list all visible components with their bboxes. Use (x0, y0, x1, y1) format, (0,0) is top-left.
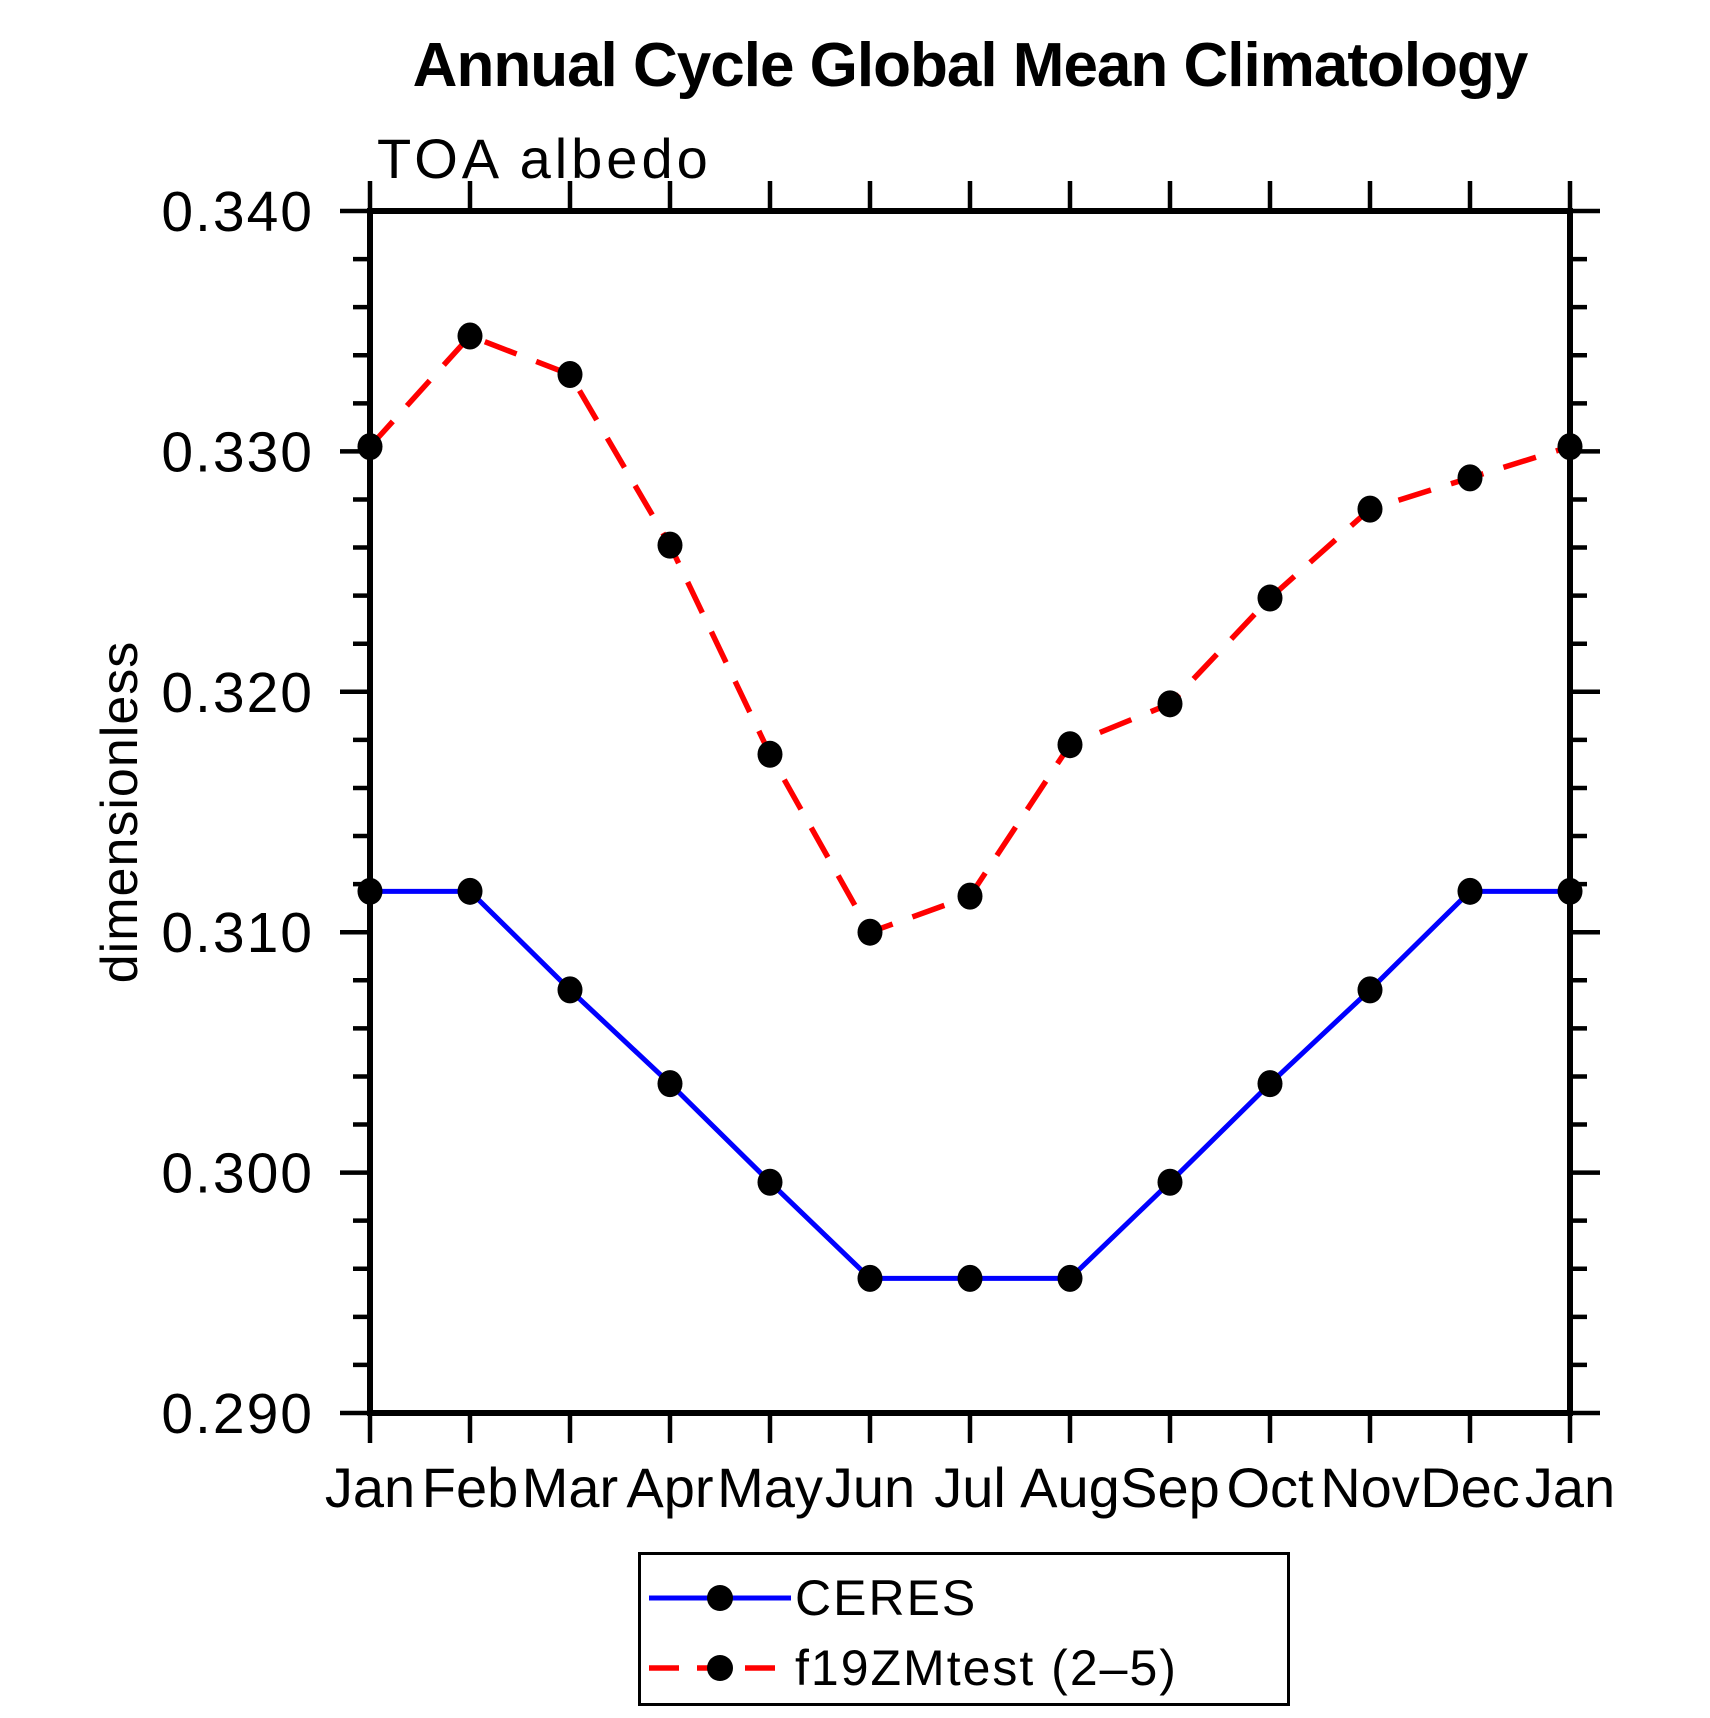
series-line-f19zmtest (367, 332, 1571, 936)
data-point-marker-f19zmtest (1357, 495, 1383, 523)
data-point-marker-ceres (1557, 877, 1583, 905)
data-point-marker-ceres (1057, 1264, 1083, 1292)
month-label: Aug (1020, 1456, 1120, 1519)
month-label: Nov (1320, 1456, 1420, 1519)
y-tick-label: 0.290 (161, 1382, 314, 1446)
month-label: May (717, 1456, 823, 1519)
data-point-marker-f19zmtest (1457, 464, 1483, 492)
data-point-marker-f19zmtest (657, 531, 683, 559)
month-label: Dec (1420, 1456, 1520, 1519)
data-point-marker-ceres (557, 976, 583, 1004)
legend-entry-f19zmtest: f19ZMtest (2–5) (645, 1635, 1178, 1701)
y-tick-label: 0.310 (161, 901, 314, 965)
series-line-ceres (370, 888, 1570, 1281)
month-label: Oct (1226, 1456, 1314, 1519)
legend-label-ceres: CERES (795, 1570, 978, 1626)
data-point-marker-ceres (457, 877, 483, 905)
legend-sample-solid-line (649, 1585, 791, 1611)
legend-marker-dot (707, 1655, 733, 1681)
chart-title: Annual Cycle Global Mean Climatology (412, 31, 1529, 100)
month-label: Mar (522, 1456, 618, 1519)
data-point-marker-ceres (657, 1070, 683, 1098)
data-point-marker-ceres (757, 1168, 783, 1196)
data-point-marker-ceres (357, 877, 383, 905)
data-point-marker-ceres (1157, 1168, 1183, 1196)
month-label: Apr (626, 1456, 713, 1519)
month-label: Jun (825, 1456, 915, 1519)
data-point-marker-f19zmtest (1557, 433, 1583, 461)
data-point-marker-f19zmtest (757, 740, 783, 768)
legend-box: CERES f19ZMtest (2–5) (638, 1552, 1290, 1706)
y-tick-label: 0.320 (161, 661, 314, 725)
data-point-marker-f19zmtest (857, 918, 883, 946)
legend-label-f19zmtest: f19ZMtest (2–5) (795, 1640, 1178, 1696)
month-label: Jan (1525, 1456, 1615, 1519)
y-tick-label: 0.300 (161, 1142, 314, 1206)
month-label: Feb (422, 1456, 519, 1519)
data-point-marker-ceres (857, 1264, 883, 1292)
data-point-marker-ceres (1457, 877, 1483, 905)
data-point-marker-f19zmtest (1057, 731, 1083, 759)
y-tick-label: 0.330 (161, 420, 314, 484)
data-point-marker-f19zmtest (457, 322, 483, 350)
legend-marker-dot (707, 1585, 733, 1611)
month-label: Sep (1120, 1456, 1220, 1519)
data-point-marker-ceres (957, 1264, 983, 1292)
legend-entry-ceres: CERES (645, 1565, 977, 1631)
data-point-marker-ceres (1357, 976, 1383, 1004)
data-point-marker-f19zmtest (357, 433, 383, 461)
data-point-marker-f19zmtest (1157, 690, 1183, 718)
y-tick-label: 0.340 (161, 180, 314, 244)
legend-sample-dashed-line (649, 1655, 791, 1681)
month-label: Jan (325, 1456, 415, 1519)
data-point-marker-ceres (1257, 1070, 1283, 1098)
chart-subtitle: TOA albedo (377, 127, 712, 190)
data-point-marker-f19zmtest (1257, 584, 1283, 612)
data-point-marker-f19zmtest (957, 882, 983, 910)
data-point-marker-f19zmtest (557, 360, 583, 388)
plot-frame (367, 208, 1573, 1416)
month-label: Jul (934, 1456, 1006, 1519)
